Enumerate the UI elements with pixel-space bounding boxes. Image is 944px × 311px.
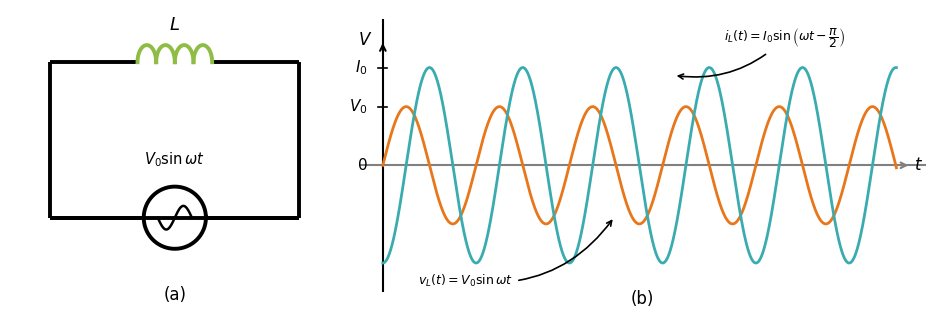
Text: $i_L(t) = I_0 \sin\left(\omega t - \dfrac{\pi}{2}\right)$: $i_L(t) = I_0 \sin\left(\omega t - \dfra…	[678, 26, 845, 79]
Text: (a): (a)	[163, 286, 186, 304]
Text: $V_0 \sin \omega t$: $V_0 \sin \omega t$	[144, 151, 205, 169]
Text: $t$: $t$	[913, 157, 922, 174]
Text: $v_L(t) = V_0 \sin \omega t$: $v_L(t) = V_0 \sin \omega t$	[418, 220, 611, 289]
Text: (b): (b)	[631, 290, 653, 308]
Text: $V_0$: $V_0$	[349, 97, 367, 116]
Text: $I_0$: $I_0$	[355, 58, 367, 77]
Text: $L$: $L$	[169, 16, 180, 34]
Text: $V$: $V$	[358, 32, 372, 49]
Text: 0: 0	[358, 158, 367, 173]
